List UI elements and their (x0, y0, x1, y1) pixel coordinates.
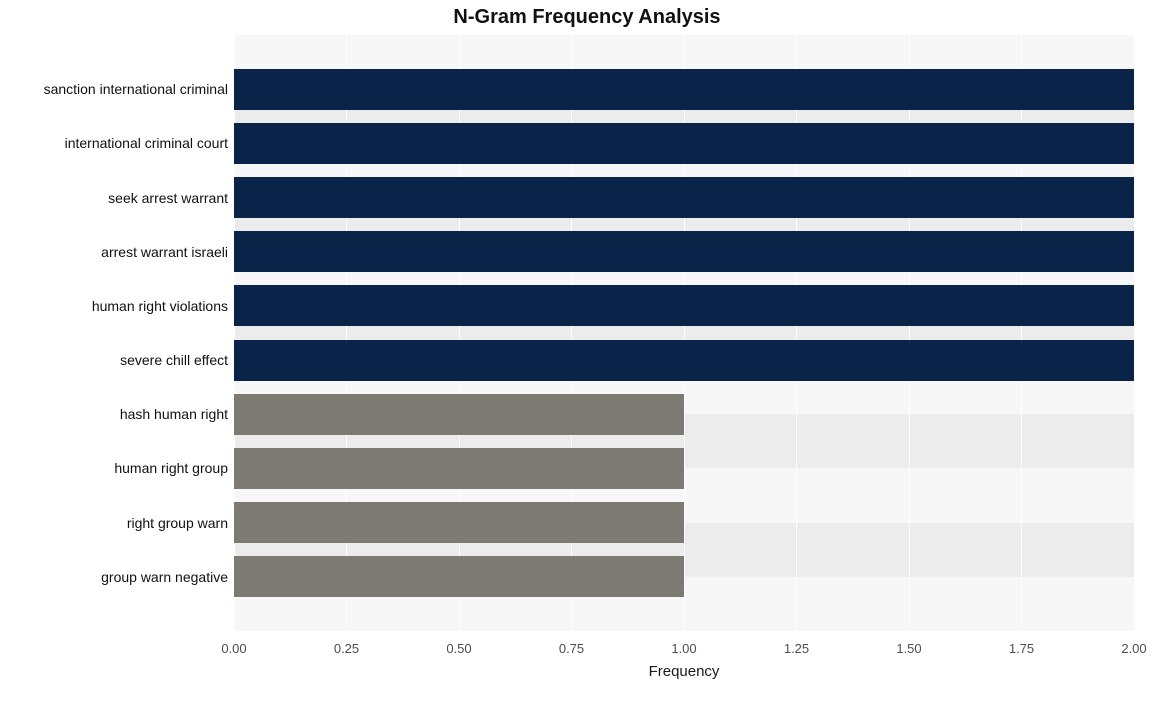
x-tick-label: 1.50 (896, 641, 921, 656)
bar (234, 394, 684, 435)
bar (234, 448, 684, 489)
bar (234, 231, 1134, 272)
y-tick-label: sanction international criminal (0, 81, 228, 97)
bar (234, 177, 1134, 218)
x-tick-label: 1.00 (671, 641, 696, 656)
x-axis-label: Frequency (234, 663, 1134, 680)
x-tick-label: 1.75 (1009, 641, 1034, 656)
bar (234, 556, 684, 597)
bar (234, 123, 1134, 164)
bar (234, 69, 1134, 110)
x-tick-label: 2.00 (1121, 641, 1146, 656)
y-tick-label: arrest warrant israeli (0, 244, 228, 260)
x-tick-label: 1.25 (784, 641, 809, 656)
bar (234, 502, 684, 543)
y-tick-label: right group warn (0, 515, 228, 531)
y-tick-label: international criminal court (0, 135, 228, 151)
y-tick-label: human right group (0, 460, 228, 476)
x-tick-label: 0.00 (221, 641, 246, 656)
x-tick-label: 0.25 (334, 641, 359, 656)
y-tick-label: human right violations (0, 298, 228, 314)
x-tick-label: 0.75 (559, 641, 584, 656)
y-tick-label: hash human right (0, 406, 228, 422)
bar (234, 340, 1134, 381)
x-tick-label: 0.50 (446, 641, 471, 656)
ngram-frequency-chart: N-Gram Frequency Analysis sanction inter… (0, 0, 1174, 701)
chart-title: N-Gram Frequency Analysis (0, 6, 1174, 29)
bar (234, 285, 1134, 326)
plot-area (234, 35, 1134, 631)
y-tick-label: seek arrest warrant (0, 190, 228, 206)
y-tick-label: group warn negative (0, 569, 228, 585)
y-tick-label: severe chill effect (0, 352, 228, 368)
